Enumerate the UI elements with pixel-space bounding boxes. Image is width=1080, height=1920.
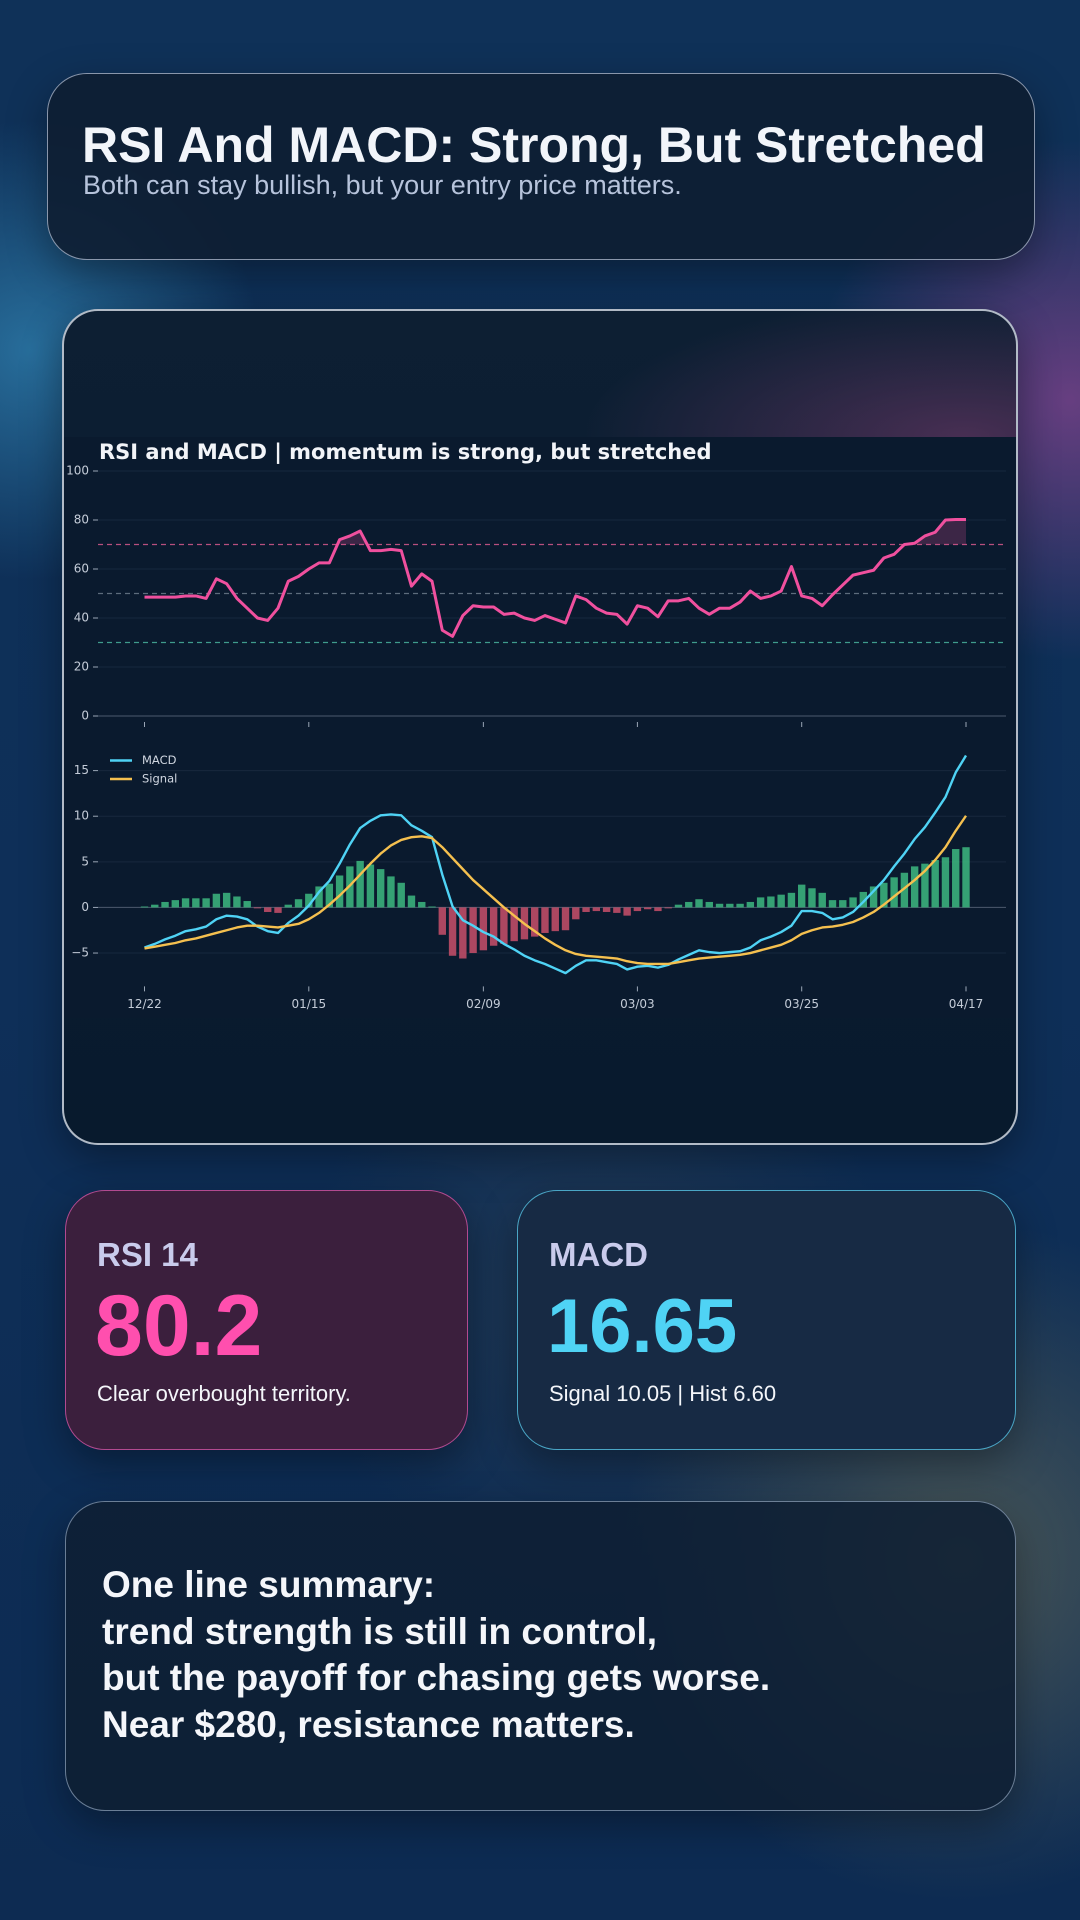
summary-line: trend strength is still in control, [102,1611,658,1652]
glow [64,311,1016,437]
summary-card: One line summary: trend strength is stil… [65,1501,1016,1811]
card-value: 80.2 [95,1278,263,1374]
chart-card [62,309,1018,1145]
summary-line: One line summary: [102,1564,436,1605]
card-label: MACD [549,1236,648,1273]
card-label: RSI 14 [97,1236,198,1273]
chart-figure [64,437,1016,1018]
summary-line: but the payoff for chasing gets worse. [102,1657,771,1698]
card-value: 16.65 [547,1284,738,1369]
rsi-card: RSI 14 80.2 Clear overbought territory. [65,1190,468,1450]
header-card: RSI And MACD: Strong, But Stretched Both… [47,73,1035,260]
card-note: Clear overbought territory. [97,1381,351,1406]
page-title: RSI And MACD: Strong, But Stretched [82,117,986,173]
page-subtitle: Both can stay bullish, but your entry pr… [83,170,682,200]
macd-card: MACD 16.65 Signal 10.05 | Hist 6.60 [517,1190,1016,1450]
card-note: Signal 10.05 | Hist 6.60 [549,1381,777,1406]
summary-line: Near $280, resistance matters. [102,1704,635,1745]
